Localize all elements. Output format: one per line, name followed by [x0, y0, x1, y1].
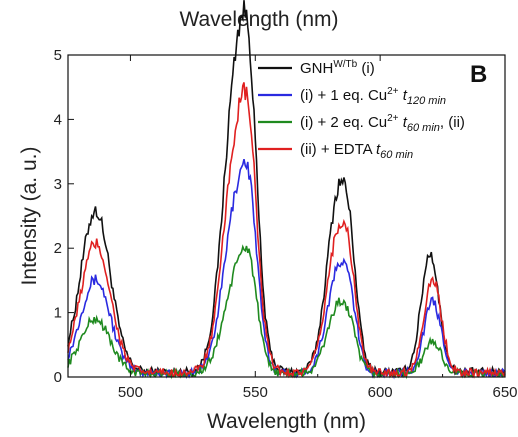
y-tick-label: 4 — [54, 111, 62, 128]
series-line-2 — [67, 244, 506, 380]
x-axis-label: Wavelength (nm) — [207, 410, 366, 433]
series-line-1 — [67, 159, 506, 380]
legend-entry: (i) + 2 eq. Cu2+​ t60 min​, (ii) — [300, 113, 465, 134]
panel-label: B — [470, 61, 487, 88]
series-line-3 — [67, 82, 506, 379]
y-tick-label: 5 — [54, 47, 62, 64]
y-tick-label: 3 — [54, 176, 62, 193]
y-tick-label: 1 — [54, 305, 62, 322]
x-tick-label: 500 — [118, 384, 143, 401]
plot-frame — [67, 54, 506, 378]
x-tick-label: 650 — [492, 384, 517, 401]
legend-entry: (ii) + EDTA t60 min​ — [300, 141, 413, 161]
x-tick-label: 600 — [368, 384, 393, 401]
x-tick-label: 550 — [243, 384, 268, 401]
legend-entry: GNHW/Tb​ (i) — [300, 59, 375, 77]
y-tick-label: 0 — [54, 369, 62, 386]
top-axis-label: Wavelength (nm) — [179, 8, 339, 31]
series-line-0 — [67, 0, 506, 379]
legend-entry: (i) + 1 eq. Cu2+​ t120 min​ — [300, 86, 446, 107]
y-tick-label: 2 — [54, 240, 62, 257]
y-axis-label: Intensity (a. u.) — [18, 147, 41, 286]
